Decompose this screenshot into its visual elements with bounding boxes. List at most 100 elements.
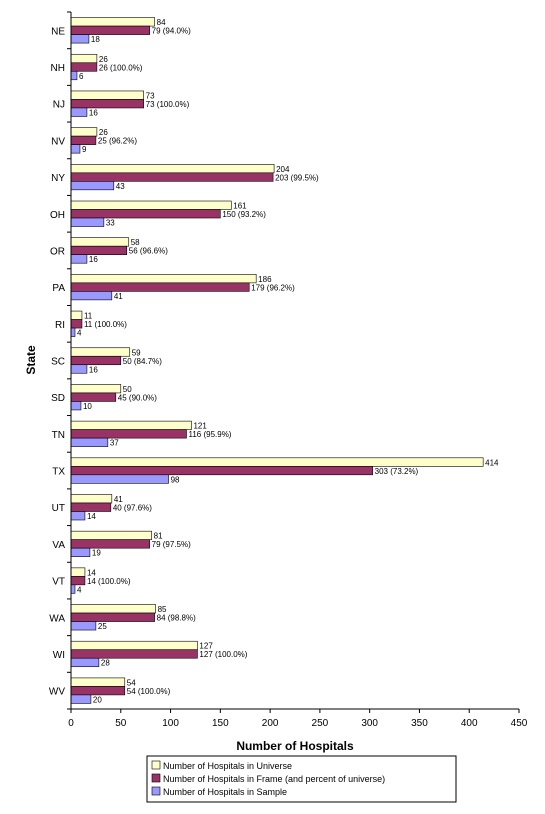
bar-nv-frame: [70, 135, 97, 145]
bar-oh-frame: [70, 209, 221, 219]
data-label-wi-sample: 28: [101, 659, 110, 668]
data-label-pa-sample: 41: [114, 292, 123, 301]
category-label-ny: NY: [51, 173, 65, 184]
data-label-vt-universe: 14: [87, 568, 96, 577]
bar-ne-sample: [70, 34, 90, 44]
data-label-or-universe: 58: [131, 238, 140, 247]
data-label-sd-frame: 45 (90.0%): [118, 393, 157, 402]
legend-box: [146, 755, 457, 803]
bar-nh-sample: [70, 70, 78, 81]
bar-ut-frame: [70, 502, 112, 512]
x-tick-label-0: 0: [68, 718, 74, 729]
data-label-oh-sample: 33: [106, 219, 115, 228]
data-label-ri-frame: 11 (100.0%): [84, 320, 127, 329]
bar-nh-universe: [70, 53, 98, 64]
category-labels-layer: NE NH NJ NV NY OH OR PA RI SC SD TN TX UT VA VT WA WI WV: [49, 26, 65, 697]
data-label-sc-universe: 59: [132, 348, 141, 357]
bar-tn-universe: [70, 420, 192, 430]
legend-swatch-frame: [151, 773, 161, 783]
bar-wa-frame: [70, 612, 155, 622]
y-axis-label: State: [24, 345, 38, 375]
bar-or-sample: [70, 254, 88, 264]
data-label-nh-universe: 26: [99, 55, 108, 64]
data-label-sd-universe: 50: [123, 385, 132, 394]
bar-wv-sample: [70, 694, 92, 704]
data-label-ut-universe: 41: [114, 495, 123, 504]
bar-pa-universe: [70, 274, 257, 284]
data-label-wi-universe: 127: [199, 642, 213, 651]
bar-vt-universe: [70, 567, 86, 577]
bar-ne-frame: [70, 25, 150, 35]
category-label-ne: NE: [51, 26, 65, 37]
axes-layer: [67, 11, 520, 713]
category-label-or: OR: [50, 246, 65, 257]
data-label-wa-universe: 85: [158, 605, 167, 614]
bar-nj-frame: [70, 99, 144, 109]
bar-tx-frame: [70, 466, 373, 476]
data-label-wv-universe: 54: [127, 678, 136, 687]
category-label-oh: OH: [50, 210, 65, 221]
bar-sd-frame: [70, 392, 117, 402]
bar-sd-sample: [70, 401, 82, 411]
bar-va-universe: [70, 530, 152, 540]
category-label-nj: NJ: [53, 100, 65, 111]
data-label-wi-frame: 127 (100.0%): [199, 650, 247, 659]
bar-pa-sample: [70, 291, 113, 301]
category-label-va: VA: [52, 540, 65, 551]
data-label-tx-sample: 98: [171, 475, 180, 484]
x-tick-label-100: 100: [162, 718, 179, 729]
bar-ny-universe: [70, 164, 275, 174]
bar-sd-universe: [70, 384, 122, 394]
bar-wa-sample: [70, 621, 97, 631]
legend-swatch-sample: [151, 786, 161, 796]
x-tick-label-50: 50: [115, 718, 127, 729]
data-label-oh-frame: 150 (93.2%): [222, 210, 266, 219]
category-label-ut: UT: [52, 503, 65, 514]
bar-ny-sample: [70, 181, 115, 191]
data-label-wv-frame: 54 (100.0%): [127, 687, 171, 696]
category-label-wi: WI: [53, 650, 65, 661]
data-label-nv-sample: 9: [82, 145, 87, 154]
bar-va-frame: [70, 539, 150, 549]
data-label-tn-frame: 116 (95.9%): [188, 430, 231, 439]
legend: Number of Hospitals in Universe Number of…: [146, 755, 457, 803]
data-label-nh-sample: 6: [79, 72, 84, 81]
category-label-wa: WA: [49, 613, 65, 624]
data-label-pa-frame: 179 (96.2%): [251, 283, 295, 292]
data-label-vt-sample: 4: [77, 585, 82, 594]
x-tick-label-450: 450: [511, 718, 528, 729]
category-label-tx: TX: [52, 467, 65, 478]
data-label-vt-frame: 14 (100.0%): [87, 577, 131, 586]
data-label-ut-sample: 14: [87, 512, 96, 521]
data-label-ut-frame: 40 (97.6%): [113, 503, 152, 512]
category-label-nv: NV: [51, 136, 65, 147]
bar-nh-frame: [70, 62, 98, 72]
data-label-ny-sample: 43: [116, 182, 125, 191]
data-label-ne-frame: 79 (94.0%): [152, 27, 191, 36]
bar-va-sample: [70, 547, 91, 557]
category-label-tn: TN: [52, 430, 65, 441]
bar-tn-frame: [70, 429, 187, 439]
bar-oh-sample: [70, 217, 105, 227]
bar-ri-universe: [70, 310, 83, 320]
category-label-wv: WV: [49, 687, 65, 698]
bar-ut-universe: [70, 494, 113, 504]
data-label-ny-frame: 203 (99.5%): [275, 173, 319, 182]
bar-ut-sample: [70, 511, 86, 521]
bar-wi-sample: [70, 657, 100, 668]
data-label-nv-universe: 26: [99, 128, 108, 137]
category-label-sc: SC: [51, 357, 65, 368]
data-label-va-universe: 81: [154, 532, 163, 541]
data-label-va-frame: 79 (97.5%): [152, 540, 191, 549]
data-label-oh-universe: 161: [233, 202, 247, 211]
data-label-ne-universe: 84: [157, 18, 166, 27]
bar-nv-universe: [70, 127, 98, 137]
bar-tx-sample: [70, 474, 169, 484]
bar-ne-universe: [70, 17, 155, 27]
x-tick-label-300: 300: [361, 718, 378, 729]
data-label-ri-sample: 4: [77, 329, 82, 338]
data-label-tn-universe: 121: [193, 422, 207, 431]
bar-nj-sample: [70, 107, 88, 117]
